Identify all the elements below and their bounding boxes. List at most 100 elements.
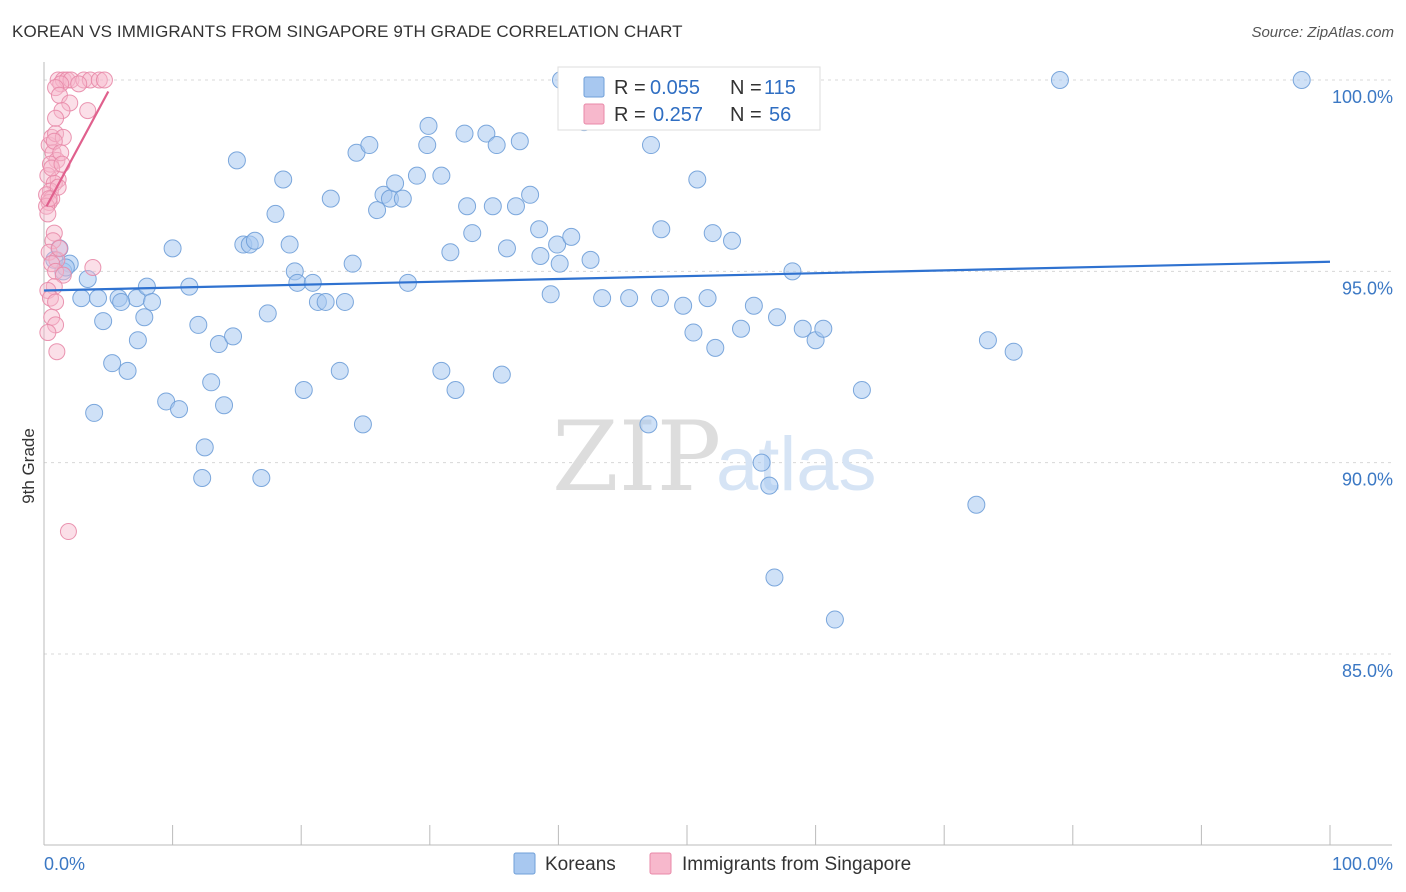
point-koreans-64 bbox=[446, 380, 465, 399]
point-koreans-58 bbox=[407, 166, 426, 185]
point-koreans-71 bbox=[492, 365, 511, 384]
point-koreans-102 bbox=[765, 568, 784, 587]
point-singapore-22 bbox=[54, 266, 72, 284]
point-koreans-30 bbox=[163, 239, 182, 258]
y-tick-label-1: 95.0% bbox=[1342, 278, 1393, 298]
point-koreans-79 bbox=[548, 235, 567, 254]
watermark-atlas: atlas bbox=[716, 422, 877, 507]
watermark: ZIP atlas bbox=[552, 401, 877, 513]
point-koreans-55 bbox=[386, 174, 405, 193]
point-koreans-51 bbox=[353, 415, 372, 434]
legend-r-label-koreans: R = bbox=[614, 77, 646, 99]
point-singapore-29 bbox=[39, 324, 57, 342]
point-koreans-42 bbox=[303, 273, 322, 292]
point-koreans-16 bbox=[118, 361, 137, 380]
legend-n-label-singapore: N = bbox=[730, 104, 762, 126]
point-koreans-72 bbox=[497, 239, 516, 258]
point-koreans-85 bbox=[593, 289, 612, 308]
point-koreans-78 bbox=[541, 285, 560, 304]
point-koreans-23 bbox=[202, 373, 221, 392]
point-koreans-108 bbox=[825, 610, 844, 629]
point-koreans-61 bbox=[432, 166, 451, 185]
legend-r-value-koreans: 0.055 bbox=[650, 77, 700, 99]
point-koreans-109 bbox=[852, 380, 871, 399]
point-koreans-7 bbox=[89, 289, 108, 308]
point-koreans-69 bbox=[483, 197, 502, 216]
point-koreans-91 bbox=[674, 296, 693, 315]
legend-label-singapore: Immigrants from Singapore bbox=[682, 854, 911, 875]
point-koreans-110 bbox=[967, 495, 986, 514]
point-koreans-107 bbox=[814, 319, 833, 338]
point-singapore-19 bbox=[50, 239, 68, 257]
point-koreans-38 bbox=[280, 235, 299, 254]
point-koreans-11 bbox=[112, 292, 131, 311]
point-singapore-26 bbox=[47, 293, 65, 311]
point-koreans-6 bbox=[72, 289, 91, 308]
point-koreans-68 bbox=[477, 124, 496, 143]
point-koreans-86 bbox=[620, 289, 639, 308]
legend-swatch-singapore-bottom bbox=[649, 852, 672, 875]
legend-n-label-koreans: N = bbox=[730, 77, 762, 99]
point-koreans-94 bbox=[698, 289, 717, 308]
legend-r-label-singapore: R = bbox=[614, 104, 646, 126]
point-koreans-95 bbox=[706, 338, 725, 357]
point-koreans-37 bbox=[274, 170, 293, 189]
point-koreans-96 bbox=[703, 224, 722, 243]
point-koreans-105 bbox=[793, 319, 812, 338]
point-koreans-5 bbox=[78, 269, 97, 288]
point-koreans-29 bbox=[252, 468, 271, 487]
point-koreans-31 bbox=[227, 151, 246, 170]
source-label: Source: ZipAtlas.com bbox=[1251, 24, 1394, 41]
point-koreans-8 bbox=[94, 312, 113, 331]
point-koreans-101 bbox=[760, 476, 779, 495]
point-koreans-93 bbox=[688, 170, 707, 189]
point-koreans-111 bbox=[978, 331, 997, 350]
point-koreans-27 bbox=[195, 438, 214, 457]
point-koreans-100 bbox=[752, 453, 771, 472]
y-tick-label-2: 90.0% bbox=[1342, 470, 1393, 490]
trend-line-koreans bbox=[43, 260, 1331, 292]
point-koreans-12 bbox=[137, 277, 156, 296]
point-koreans-66 bbox=[458, 197, 477, 216]
point-koreans-77 bbox=[531, 247, 550, 266]
point-koreans-67 bbox=[463, 224, 482, 243]
point-singapore-36 bbox=[62, 71, 80, 89]
point-koreans-26 bbox=[224, 327, 243, 346]
point-koreans-114 bbox=[1292, 71, 1311, 89]
point-singapore-47 bbox=[79, 102, 97, 120]
series-legend: Koreans Immigrants from Singapore bbox=[513, 852, 911, 875]
point-koreans-35 bbox=[258, 304, 277, 323]
point-koreans-73 bbox=[506, 197, 525, 216]
point-koreans-34 bbox=[245, 231, 264, 250]
point-koreans-92 bbox=[684, 323, 703, 342]
point-singapore-52 bbox=[53, 155, 71, 173]
legend-r-value-singapore: 0.257 bbox=[653, 104, 703, 126]
trend-line-singapore bbox=[45, 90, 110, 207]
point-singapore-31 bbox=[59, 523, 77, 541]
legend-swatch-koreans-bottom bbox=[513, 852, 536, 875]
legend-label-koreans: Koreans bbox=[545, 854, 616, 875]
point-koreans-97 bbox=[723, 231, 742, 250]
legend-swatch-koreans bbox=[583, 76, 605, 98]
y-tick-labels: 100.0% 95.0% 90.0% 85.0% bbox=[1332, 87, 1393, 681]
trend-lines bbox=[43, 90, 1331, 292]
chart-title: KOREAN VS IMMIGRANTS FROM SINGAPORE 9TH … bbox=[12, 22, 683, 41]
point-koreans-24 bbox=[209, 335, 228, 354]
point-koreans-59 bbox=[418, 136, 437, 155]
data-points bbox=[38, 71, 1311, 629]
point-singapore-32 bbox=[84, 259, 102, 277]
point-koreans-65 bbox=[455, 124, 474, 143]
point-singapore-21 bbox=[47, 262, 65, 280]
y-tick-label-0: 100.0% bbox=[1332, 87, 1393, 107]
point-koreans-28 bbox=[193, 468, 212, 487]
point-koreans-60 bbox=[419, 116, 438, 135]
point-koreans-47 bbox=[330, 361, 349, 380]
point-koreans-15 bbox=[103, 354, 122, 373]
point-koreans-20 bbox=[170, 400, 189, 419]
point-singapore-51 bbox=[43, 159, 61, 177]
point-koreans-112 bbox=[1004, 342, 1023, 361]
point-koreans-25 bbox=[215, 396, 234, 415]
x-tick-label-1: 100.0% bbox=[1332, 854, 1393, 874]
legend-n-value-koreans: 115 bbox=[764, 77, 796, 99]
stats-legend: R = 0.055 N = 115 R = 0.257 N = 56 bbox=[557, 66, 821, 131]
